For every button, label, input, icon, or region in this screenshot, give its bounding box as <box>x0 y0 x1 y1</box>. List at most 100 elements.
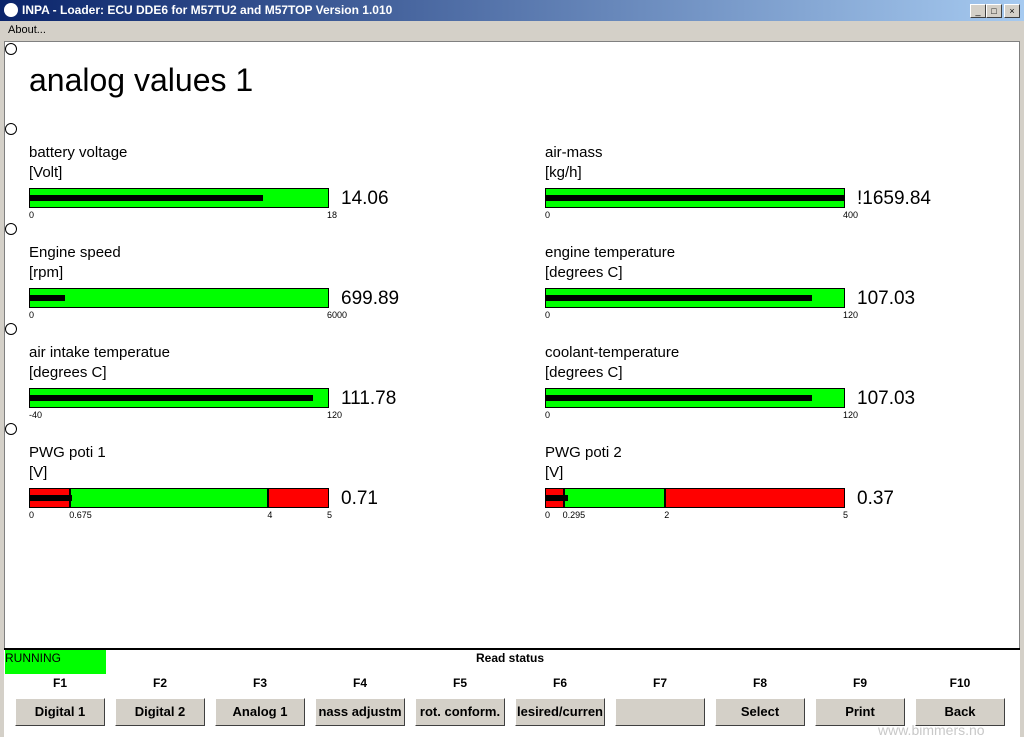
gauge-value: 0.37 <box>857 488 894 509</box>
function-key: F7 <box>652 676 667 690</box>
gauge-zone <box>563 489 666 507</box>
gauge-label: battery voltage <box>29 144 128 161</box>
gauge-label: Engine speed <box>29 244 121 261</box>
gauge-value-bar <box>30 295 65 301</box>
gauge-bar <box>545 188 845 208</box>
function-button[interactable]: Digital 2 <box>115 698 205 726</box>
gauge-zone <box>30 289 328 307</box>
gauge-tick-label: 0 <box>545 410 551 420</box>
gauge-bar <box>545 388 845 408</box>
gauge-label: air-mass <box>545 144 603 161</box>
gauge-value-bar <box>30 495 73 501</box>
radio-button[interactable] <box>5 323 17 335</box>
gauge-value: !1659.84 <box>857 188 931 209</box>
gauge-label: PWG poti 2 <box>545 444 622 461</box>
gauge-bar <box>29 488 329 508</box>
gauge-unit: [degrees C] <box>29 364 107 381</box>
gauge-tick-label: 0 <box>29 310 35 320</box>
function-button[interactable]: rot. conform. <box>415 698 505 726</box>
function-key: F6 <box>552 676 567 690</box>
menu-item[interactable]: About... <box>8 24 46 36</box>
gauge-value-bar <box>546 195 844 201</box>
gauge-tick-label: 0 <box>29 510 35 520</box>
zone-divider <box>664 489 667 507</box>
gauge-tick-label: 120 <box>843 410 859 420</box>
gauge-unit: [rpm] <box>29 264 64 281</box>
function-button[interactable]: Select <box>715 698 805 726</box>
gauge-value: 107.03 <box>857 388 916 409</box>
radio-button[interactable] <box>5 43 17 55</box>
function-button[interactable]: nass adjustm <box>315 698 405 726</box>
gauge-bar <box>29 188 329 208</box>
close-button[interactable]: × <box>1004 4 1020 18</box>
main-panel <box>4 41 1020 649</box>
gauge-tick-label: 6000 <box>327 310 348 320</box>
gauge-value-bar <box>546 495 569 501</box>
function-button[interactable]: Digital 1 <box>15 698 105 726</box>
function-key: F5 <box>452 676 467 690</box>
gauge-value: 0.71 <box>341 488 378 509</box>
app-icon <box>4 3 18 17</box>
window-title: INPA - Loader: ECU DDE6 for M57TU2 and M… <box>22 3 393 17</box>
gauge-tick-label: 18 <box>327 210 338 220</box>
function-key: F4 <box>352 676 367 690</box>
function-button[interactable] <box>615 698 705 726</box>
function-button[interactable]: Analog 1 <box>215 698 305 726</box>
gauge-label: engine temperature <box>545 244 676 261</box>
page-heading: analog values 1 <box>29 62 254 98</box>
gauge-unit: [kg/h] <box>545 164 582 181</box>
gauge-unit: [V] <box>545 464 564 481</box>
function-key: F10 <box>949 676 971 690</box>
radio-button[interactable] <box>5 223 17 235</box>
gauge-tick-label: 0 <box>545 210 551 220</box>
function-key: F9 <box>852 676 867 690</box>
gauge-tick-label: 0 <box>545 310 551 320</box>
gauge-unit: [Volt] <box>29 164 63 181</box>
radio-button[interactable] <box>5 123 17 135</box>
function-key: F3 <box>252 676 267 690</box>
gauge-tick-label: 0 <box>545 510 551 520</box>
gauge-label: coolant-temperature <box>545 344 680 361</box>
gauge-zone <box>665 489 844 507</box>
gauge-bar <box>545 288 845 308</box>
function-button[interactable]: lesired/curren <box>515 698 605 726</box>
gauge-tick-label: 0.295 <box>562 510 586 520</box>
gauge-tick-label: 5 <box>843 510 849 520</box>
gauge-value-bar <box>30 195 263 201</box>
function-key: F8 <box>752 676 767 690</box>
function-key: F2 <box>152 676 167 690</box>
gauge-unit: [degrees C] <box>545 264 623 281</box>
function-button[interactable]: Back <box>915 698 1005 726</box>
gauge-tick-label: 2 <box>664 510 670 520</box>
gauge-label: air intake temperatue <box>29 344 170 361</box>
gauge-tick-label: 0.675 <box>69 510 92 520</box>
gauge-tick-label: 4 <box>267 510 273 520</box>
gauge-bar <box>29 388 329 408</box>
gauge-tick-label: 400 <box>843 210 859 220</box>
status-message: Read status <box>475 651 545 665</box>
gauge-zone <box>268 489 328 507</box>
gauge-value-bar <box>546 295 812 301</box>
minimize-button[interactable]: _ <box>970 4 986 18</box>
gauge-value: 699.89 <box>341 288 400 309</box>
gauge-value: 14.06 <box>341 188 389 209</box>
gauge-bar <box>545 488 845 508</box>
zone-divider <box>267 489 270 507</box>
gauge-tick-label: 120 <box>327 410 343 420</box>
gauge-unit: [degrees C] <box>545 364 623 381</box>
gauge-bar <box>29 288 329 308</box>
gauge-value: 111.78 <box>341 388 397 409</box>
function-button[interactable]: Print <box>815 698 905 726</box>
maximize-button[interactable]: □ <box>986 4 1002 18</box>
gauge-tick-label: 5 <box>327 510 333 520</box>
gauge-value-bar <box>30 395 313 401</box>
status-state: RUNNING <box>5 650 106 674</box>
function-key: F1 <box>52 676 67 690</box>
gauge-value-bar <box>546 395 812 401</box>
title-bar <box>0 0 1024 21</box>
gauge-label: PWG poti 1 <box>29 444 106 461</box>
gauge-tick-label: 0 <box>29 210 35 220</box>
radio-button[interactable] <box>5 423 17 435</box>
gauge-unit: [V] <box>29 464 48 481</box>
